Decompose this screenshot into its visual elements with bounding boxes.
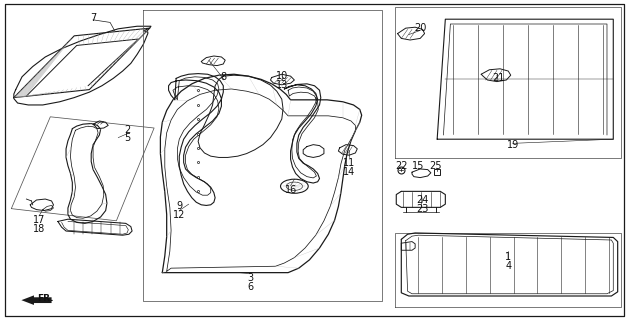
Text: 24: 24	[416, 195, 429, 205]
Text: 19: 19	[506, 140, 519, 150]
Text: 14: 14	[343, 166, 355, 177]
Text: 1: 1	[505, 252, 511, 262]
Text: 25: 25	[429, 161, 442, 171]
Text: 4: 4	[505, 260, 511, 271]
Text: FR.: FR.	[37, 294, 53, 303]
Text: 6: 6	[247, 282, 253, 292]
Text: 5: 5	[124, 133, 130, 143]
Text: 2: 2	[124, 124, 130, 135]
Text: 11: 11	[343, 157, 355, 168]
Text: 16: 16	[284, 185, 297, 196]
Text: 13: 13	[276, 80, 288, 90]
Text: 9: 9	[176, 201, 182, 212]
Text: 23: 23	[416, 204, 429, 214]
Text: 18: 18	[33, 224, 45, 234]
Text: 17: 17	[33, 215, 45, 225]
FancyArrow shape	[21, 295, 52, 305]
Text: 3: 3	[247, 273, 253, 284]
Text: 12: 12	[173, 210, 186, 220]
Text: 7: 7	[90, 12, 96, 23]
Text: 20: 20	[414, 23, 426, 33]
Text: 8: 8	[221, 72, 227, 83]
Text: 10: 10	[276, 71, 288, 81]
Text: 15: 15	[412, 161, 425, 171]
Text: 22: 22	[395, 161, 408, 171]
Text: 21: 21	[492, 73, 504, 84]
